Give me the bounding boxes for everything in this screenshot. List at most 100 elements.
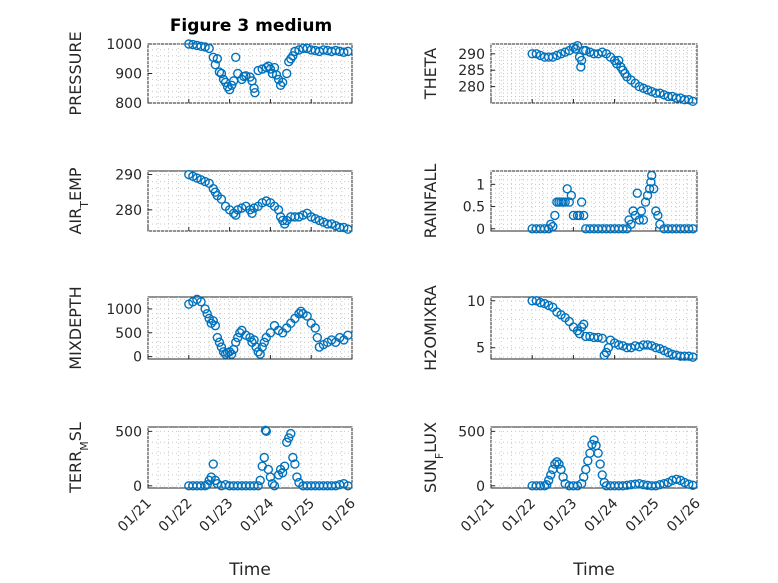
data-point [539,224,550,234]
y-axis-label: PRESSURE [66,31,85,115]
data-point [312,332,323,343]
data-point [204,43,214,54]
axes-frame [490,426,698,489]
data-point [210,59,221,70]
data-point [638,83,649,93]
x-tick-label: 01/21 [115,496,155,536]
data-point [576,62,586,72]
data-point [684,479,694,489]
data-point [310,323,320,333]
x-tick-label: 01/22 [499,496,539,536]
data-point [535,481,546,491]
data-point [271,70,282,80]
data-point [200,304,210,314]
data-point [566,190,577,201]
data-point [259,452,269,463]
y-axis-label: H2OMIXRA [421,285,440,371]
data-point [554,459,564,469]
subplot-5: 0 500 1000 MIXDEPTH [66,286,353,370]
data-point [212,332,223,343]
data-point [302,311,312,321]
x-tick-label: 01/24 [237,495,277,535]
data-point [560,197,570,207]
data-point [261,426,272,437]
y-tick-label: 500 [115,424,142,440]
data-point [255,475,265,486]
data-point [279,461,290,471]
data-point [339,47,349,57]
data-point [543,475,554,486]
data-point [642,85,653,95]
data-point [231,52,241,62]
data-point [614,55,624,66]
data-point [546,470,556,480]
x-tick-label: 01/25 [623,496,663,536]
data-point [651,206,661,216]
data-point [581,45,591,56]
data-point [579,319,589,329]
data-point [277,77,288,88]
data-point [576,322,587,332]
data-point [546,219,556,230]
data-point [226,80,237,91]
data-point [249,83,259,93]
data-point [253,481,263,491]
data-point [568,481,579,491]
data-point [655,480,665,490]
data-point [659,478,669,489]
x-tick-label: 01/26 [319,495,359,535]
data-point [541,480,552,490]
y-tick-label: 5 [476,341,485,357]
data-point [579,210,589,221]
y-axis-label: MIXDEPTH [66,286,85,369]
data-point [231,210,241,220]
y-tick-label: 290 [115,168,142,184]
data-point [688,352,698,362]
data-point [257,342,267,352]
y-tick-label: 500 [115,326,142,342]
data-point [684,351,694,361]
data-point [597,47,607,57]
y-tick-label: 0.5 [463,200,485,216]
data-point [626,219,636,230]
data-point [231,337,241,348]
data-point [343,330,353,340]
data-point [294,308,304,319]
y-axis-label: RAINFALL [421,164,440,239]
data-point [568,42,579,52]
y-axis-label: AIRTEMP [66,167,91,234]
data-point [548,52,558,62]
data-point [214,337,225,348]
data-point [642,340,653,350]
subplot-3: 280 290 AIRTEMP [66,167,353,235]
data-point [284,433,294,443]
x-axis-label: Time [572,560,615,580]
x-axis-label: Time [228,560,271,580]
y-tick-label: 0 [133,479,142,495]
data-point [644,184,655,194]
data-point [251,342,261,352]
data-point [269,481,280,491]
data-point [249,481,259,491]
data-point [640,197,651,207]
data-point [618,224,628,234]
data-point [649,184,659,194]
data-point [552,457,562,467]
data-point [550,210,560,221]
data-point [601,347,612,358]
data-point [653,210,663,221]
data-point [550,459,560,469]
data-point [638,215,649,225]
data-point [593,448,603,458]
data-point [576,197,587,207]
data-point [688,480,698,490]
data-point [581,464,591,475]
data-point [267,68,278,79]
data-point [595,459,605,469]
x-tick-label: 01/22 [156,496,196,536]
data-point [296,306,306,317]
data-point [531,49,542,59]
data-point [214,67,225,77]
data-point [226,349,237,359]
y-tick-label: 800 [115,96,142,112]
